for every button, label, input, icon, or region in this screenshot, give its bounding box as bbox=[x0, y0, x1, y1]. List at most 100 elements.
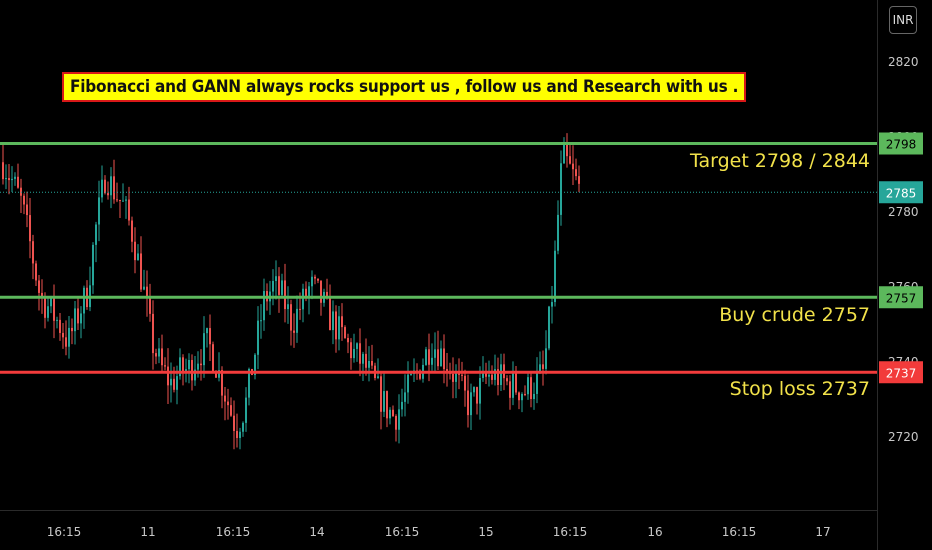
candle-body bbox=[26, 204, 28, 216]
candle-body bbox=[506, 378, 508, 382]
candle-body bbox=[563, 142, 565, 164]
candle-body bbox=[71, 327, 73, 332]
current-price-value: 2785 bbox=[886, 186, 917, 200]
candle-body bbox=[536, 371, 538, 394]
candle-body bbox=[92, 244, 94, 286]
candle-body bbox=[419, 370, 421, 379]
candle-body bbox=[473, 387, 475, 393]
x-tick-label: 11 bbox=[140, 525, 155, 539]
candle-body bbox=[440, 348, 442, 367]
candle-body bbox=[566, 142, 568, 157]
candle-body bbox=[464, 375, 466, 391]
candle-body bbox=[164, 365, 166, 367]
candle-body bbox=[233, 415, 235, 431]
candle-body bbox=[149, 298, 151, 314]
candle-body bbox=[77, 308, 79, 324]
candle-body bbox=[404, 392, 406, 402]
candle-body bbox=[182, 357, 184, 373]
candle-body bbox=[539, 364, 541, 372]
candle-body bbox=[227, 401, 229, 406]
candle-body bbox=[434, 349, 436, 358]
candle-body bbox=[98, 197, 100, 225]
candle-body bbox=[128, 199, 130, 221]
candle-body bbox=[296, 308, 298, 333]
candle-body bbox=[20, 187, 22, 196]
candle-body bbox=[284, 280, 286, 310]
x-tick-label: 16 bbox=[647, 525, 662, 539]
candle-body bbox=[146, 286, 148, 299]
candle-body bbox=[575, 169, 577, 177]
candle-body bbox=[278, 276, 280, 295]
candle-body bbox=[275, 276, 277, 281]
candle-body bbox=[560, 163, 562, 215]
candle-body bbox=[140, 253, 142, 290]
candle-body bbox=[497, 369, 499, 386]
candle-body bbox=[122, 200, 124, 202]
candle-body bbox=[161, 348, 163, 366]
x-tick-label: 16:15 bbox=[216, 525, 251, 539]
candle-body bbox=[194, 369, 196, 381]
candle-body bbox=[326, 291, 328, 297]
candle-body bbox=[167, 366, 169, 386]
candle-body bbox=[53, 296, 55, 321]
candle-body bbox=[521, 393, 523, 401]
buy-price-tag bbox=[879, 286, 923, 309]
candle-body bbox=[197, 363, 199, 370]
currency-button[interactable]: INR bbox=[889, 6, 917, 34]
candle-body bbox=[116, 199, 118, 201]
candle-body bbox=[491, 374, 493, 380]
candle-body bbox=[572, 163, 574, 170]
candle-body bbox=[215, 371, 217, 378]
candle-body bbox=[254, 354, 256, 376]
candle-body bbox=[437, 349, 439, 367]
candle-body bbox=[206, 328, 208, 334]
candle-body bbox=[344, 327, 346, 338]
candle-body bbox=[59, 319, 61, 333]
candle-body bbox=[524, 393, 526, 395]
candle-body bbox=[488, 374, 490, 377]
candle-body bbox=[509, 381, 511, 398]
candle-body bbox=[245, 397, 247, 423]
stop-price-tag bbox=[879, 361, 923, 384]
candle-body bbox=[551, 302, 553, 307]
candle-body bbox=[239, 431, 241, 438]
candle-body bbox=[287, 304, 289, 310]
candle-body bbox=[230, 405, 232, 416]
candle-body bbox=[14, 176, 16, 179]
y-tick-label: 2780 bbox=[888, 205, 919, 219]
candle-body bbox=[542, 364, 544, 369]
candle-body bbox=[446, 369, 448, 372]
candle-body bbox=[317, 278, 319, 281]
candle-body bbox=[470, 392, 472, 416]
candle-body bbox=[389, 409, 391, 419]
x-tick-label: 17 bbox=[815, 525, 830, 539]
candle-body bbox=[74, 308, 76, 332]
candle-body bbox=[512, 373, 514, 398]
candle-body bbox=[131, 220, 133, 242]
y-tick-label: 2820 bbox=[888, 55, 919, 69]
candle-body bbox=[518, 392, 520, 401]
candle-body bbox=[395, 416, 397, 430]
candle-body bbox=[428, 349, 430, 365]
candle-body bbox=[356, 343, 358, 349]
candle-body bbox=[485, 371, 487, 377]
candle-body bbox=[305, 288, 307, 298]
candle-body bbox=[431, 357, 433, 365]
candle-body bbox=[47, 306, 49, 318]
candle-body bbox=[482, 371, 484, 378]
x-tick-label: 14 bbox=[309, 525, 324, 539]
candle-body bbox=[83, 287, 85, 314]
candle-body bbox=[62, 332, 64, 338]
time-axis-separator bbox=[0, 510, 877, 511]
candle-body bbox=[359, 343, 361, 364]
candle-body bbox=[353, 348, 355, 359]
candle-body bbox=[209, 328, 211, 345]
candle-body bbox=[248, 368, 250, 398]
candle-body bbox=[158, 348, 160, 357]
candle-body bbox=[293, 330, 295, 333]
candle-body bbox=[107, 193, 109, 196]
candle-body bbox=[17, 176, 19, 188]
candle-body bbox=[101, 179, 103, 198]
candle-body bbox=[221, 370, 223, 396]
